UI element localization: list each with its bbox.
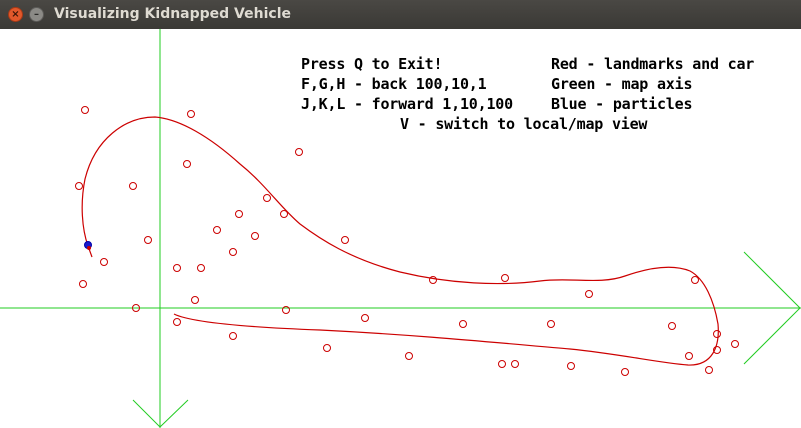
landmark-marker: [229, 248, 237, 256]
landmarks: [75, 106, 739, 376]
instruction-switch-view: V - switch to local/map view: [400, 115, 648, 133]
landmark-marker: [459, 320, 467, 328]
landmark-marker: [405, 352, 413, 360]
landmark-marker: [498, 360, 506, 368]
landmark-marker: [429, 276, 437, 284]
visualization-canvas: Press Q to Exit! F,G,H - back 100,10,1 J…: [0, 29, 801, 428]
landmark-marker: [183, 160, 191, 168]
landmark-marker: [323, 344, 331, 352]
landmark-marker: [501, 274, 509, 282]
legend-green: Green - map axis: [551, 75, 693, 93]
landmark-marker: [129, 182, 137, 190]
landmark-marker: [585, 290, 593, 298]
landmark-marker: [144, 236, 152, 244]
landmark-marker: [263, 194, 271, 202]
landmark-marker: [341, 236, 349, 244]
landmark-marker: [668, 322, 676, 330]
landmark-marker: [79, 280, 87, 288]
landmark-marker: [547, 320, 555, 328]
y-axis-arrowhead-left: [132, 399, 161, 428]
landmark-marker: [173, 264, 181, 272]
landmark-marker: [280, 210, 288, 218]
landmark-marker: [295, 148, 303, 156]
map-axis: [0, 29, 801, 428]
instruction-quit: Press Q to Exit!: [301, 55, 443, 73]
y-axis-arrowhead-right: [159, 399, 189, 428]
landmark-marker: [213, 226, 221, 234]
landmark-marker: [731, 340, 739, 348]
close-icon[interactable]: ×: [8, 7, 23, 22]
window-title: Visualizing Kidnapped Vehicle: [54, 6, 291, 22]
landmark-marker: [191, 296, 199, 304]
landmark-marker: [713, 330, 721, 338]
landmark-marker: [235, 210, 243, 218]
instruction-back: F,G,H - back 100,10,1: [301, 75, 487, 93]
landmark-marker: [75, 182, 83, 190]
landmark-marker: [713, 346, 721, 354]
landmark-marker: [282, 306, 290, 314]
landmark-marker: [173, 318, 181, 326]
landmark-marker: [100, 258, 108, 266]
particles: [84, 241, 92, 250]
landmark-marker: [621, 368, 629, 376]
landmark-marker: [81, 106, 89, 114]
vehicle-trajectory: [81, 116, 719, 366]
landmark-marker: [705, 366, 713, 374]
landmark-marker: [132, 304, 140, 312]
window-titlebar: × – Visualizing Kidnapped Vehicle: [0, 0, 801, 30]
landmark-marker: [685, 352, 693, 360]
landmark-marker: [251, 232, 259, 240]
legend-red: Red - landmarks and car: [551, 55, 755, 73]
scene-svg: [0, 29, 801, 428]
minimize-icon[interactable]: –: [29, 7, 44, 22]
landmark-marker: [511, 360, 519, 368]
x-axis-arrowhead-upper: [743, 251, 801, 309]
landmark-marker: [229, 332, 237, 340]
car-marker: [87, 246, 91, 250]
landmark-marker: [567, 362, 575, 370]
x-axis-arrowhead-lower: [743, 307, 801, 365]
landmark-marker: [197, 264, 205, 272]
landmark-marker: [361, 314, 369, 322]
landmark-marker: [187, 110, 195, 118]
instruction-forward: J,K,L - forward 1,10,100: [301, 95, 513, 113]
legend-blue: Blue - particles: [551, 95, 693, 113]
landmark-marker: [691, 276, 699, 284]
